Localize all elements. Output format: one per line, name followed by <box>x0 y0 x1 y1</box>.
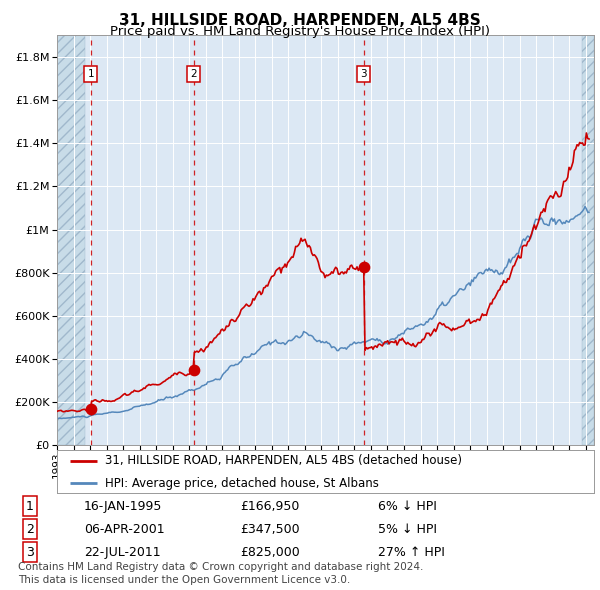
Text: 6% ↓ HPI: 6% ↓ HPI <box>378 500 437 513</box>
Text: Contains HM Land Registry data © Crown copyright and database right 2024.: Contains HM Land Registry data © Crown c… <box>18 562 424 572</box>
Bar <box>583 35 594 445</box>
Text: 2: 2 <box>190 69 197 79</box>
Text: Price paid vs. HM Land Registry's House Price Index (HPI): Price paid vs. HM Land Registry's House … <box>110 25 490 38</box>
Text: 22-JUL-2011: 22-JUL-2011 <box>84 546 161 559</box>
Text: 5% ↓ HPI: 5% ↓ HPI <box>378 523 437 536</box>
Text: HPI: Average price, detached house, St Albans: HPI: Average price, detached house, St A… <box>106 477 379 490</box>
Bar <box>57 35 85 445</box>
Point <box>189 366 199 375</box>
Text: 1: 1 <box>88 69 94 79</box>
Point <box>86 405 95 414</box>
Text: 06-APR-2001: 06-APR-2001 <box>84 523 164 536</box>
Text: £347,500: £347,500 <box>240 523 299 536</box>
Text: 31, HILLSIDE ROAD, HARPENDEN, AL5 4BS: 31, HILLSIDE ROAD, HARPENDEN, AL5 4BS <box>119 13 481 28</box>
Text: 2: 2 <box>26 523 34 536</box>
Text: 27% ↑ HPI: 27% ↑ HPI <box>378 546 445 559</box>
Text: £825,000: £825,000 <box>240 546 300 559</box>
Text: This data is licensed under the Open Government Licence v3.0.: This data is licensed under the Open Gov… <box>18 575 350 585</box>
Text: 3: 3 <box>26 546 34 559</box>
Text: 1: 1 <box>26 500 34 513</box>
Text: 16-JAN-1995: 16-JAN-1995 <box>84 500 163 513</box>
Text: £166,950: £166,950 <box>240 500 299 513</box>
Text: 3: 3 <box>360 69 367 79</box>
Text: 31, HILLSIDE ROAD, HARPENDEN, AL5 4BS (detached house): 31, HILLSIDE ROAD, HARPENDEN, AL5 4BS (d… <box>106 454 463 467</box>
Point <box>359 263 368 272</box>
